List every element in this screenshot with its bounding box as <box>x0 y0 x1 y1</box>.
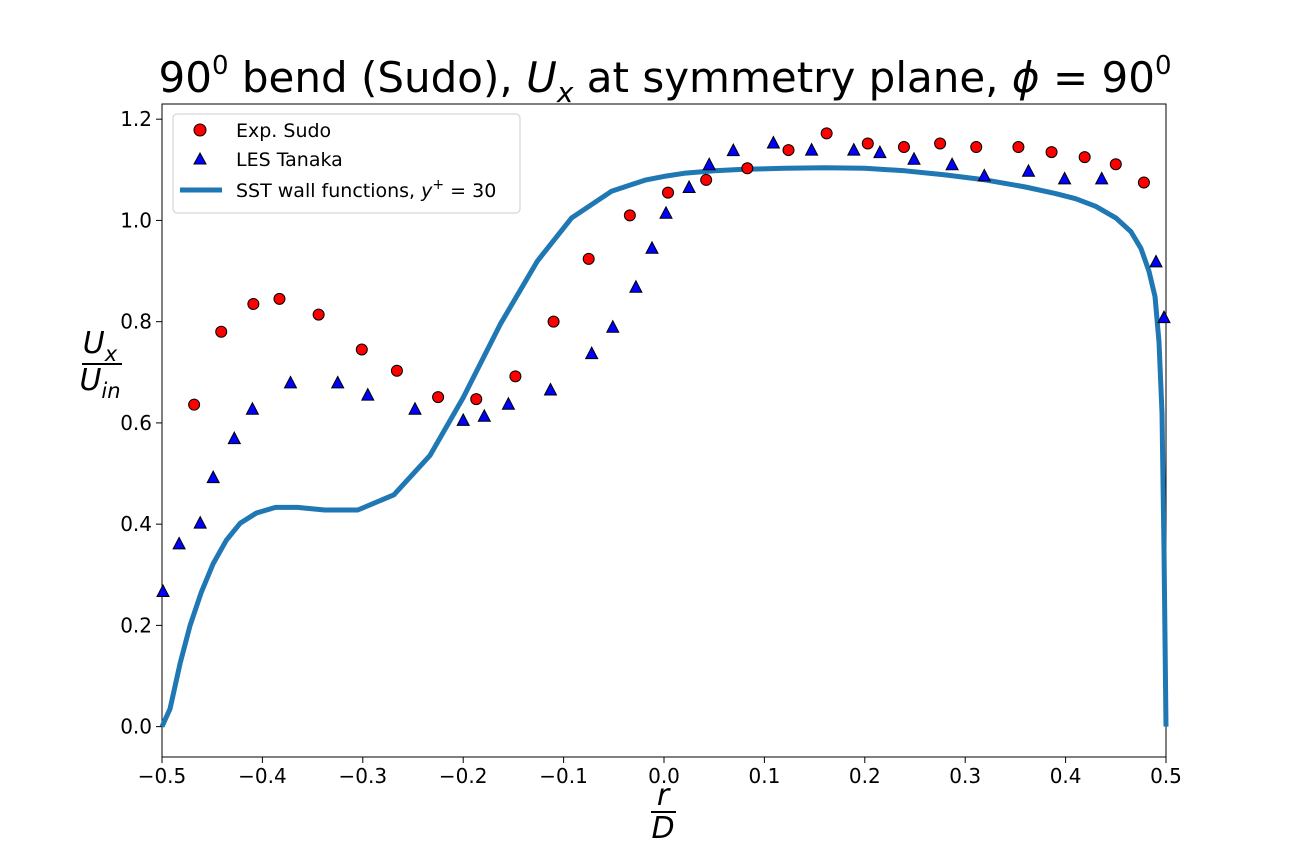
data-point-exp-sudo <box>273 292 286 305</box>
data-point-les-tanaka <box>1149 254 1163 268</box>
data-point-exp-sudo <box>547 315 560 328</box>
data-point-exp-sudo <box>700 173 713 186</box>
data-point-les-tanaka <box>456 412 471 426</box>
data-point-les-tanaka <box>605 319 620 333</box>
data-point-les-tanaka <box>1094 171 1109 185</box>
legend-marker-les-tanaka <box>193 151 207 165</box>
x-tick-label: 0.0 <box>648 764 680 788</box>
x-tick-label: 0.2 <box>849 764 881 788</box>
x-tick-label: 0.3 <box>949 764 981 788</box>
data-point-exp-sudo <box>1078 151 1091 164</box>
data-point-les-tanaka <box>726 143 741 157</box>
data-point-les-tanaka <box>501 396 516 410</box>
data-point-exp-sudo <box>934 137 947 150</box>
x-tick-label: −0.2 <box>439 764 488 788</box>
data-point-les-tanaka <box>543 382 558 396</box>
x-tick-label: 0.5 <box>1150 764 1182 788</box>
legend-marker-exp-sudo <box>193 123 207 137</box>
data-point-exp-sudo <box>623 209 636 222</box>
data-point-les-tanaka <box>804 142 819 156</box>
y-tick-label: 0.8 <box>120 310 152 334</box>
data-point-exp-sudo <box>582 252 595 265</box>
data-point-les-tanaka <box>766 135 781 149</box>
data-point-les-tanaka <box>1057 171 1072 185</box>
legend-label-les-tanaka: LES Tanaka <box>236 149 343 171</box>
data-point-les-tanaka <box>206 470 221 484</box>
axis-ticks: −0.5 −0.4 −0.3 −0.2 −0.1 0.0 0.1 0.2 0.3 0.4 0.5 0.… <box>120 107 1182 788</box>
data-point-exp-sudo <box>1137 176 1150 189</box>
legend-label-sst: SST wall functions, y+ = 30 <box>236 177 496 202</box>
data-point-exp-sudo <box>782 144 795 157</box>
series-layer <box>156 127 1171 728</box>
data-point-les-tanaka <box>873 145 887 159</box>
data-point-les-tanaka <box>977 168 992 182</box>
data-point-exp-sudo <box>470 393 483 406</box>
x-tick-label: −0.5 <box>138 764 187 788</box>
data-point-exp-sudo <box>861 137 874 150</box>
data-point-les-tanaka <box>645 240 659 254</box>
data-point-exp-sudo <box>509 370 522 383</box>
data-point-les-tanaka <box>846 142 861 156</box>
data-point-exp-sudo <box>662 186 675 199</box>
data-point-exp-sudo <box>897 141 910 154</box>
data-point-les-tanaka <box>156 583 170 597</box>
y-tick-label: 0.6 <box>120 411 152 435</box>
y-tick-label: 0.2 <box>120 613 152 637</box>
x-axis-label: r D <box>651 778 676 846</box>
data-point-les-tanaka <box>1157 310 1171 324</box>
data-point-exp-sudo <box>215 325 228 338</box>
data-point-exp-sudo <box>820 127 833 140</box>
y-tick-label: 1.2 <box>120 107 152 131</box>
data-point-les-tanaka <box>330 375 345 389</box>
y-tick-label: 0.0 <box>120 715 152 739</box>
data-point-exp-sudo <box>247 297 260 310</box>
data-point-les-tanaka <box>360 387 375 401</box>
y-tick-label: 1.0 <box>120 208 152 232</box>
data-point-les-tanaka <box>629 279 643 293</box>
data-point-les-tanaka <box>682 179 696 193</box>
x-label-denominator: D <box>651 811 674 846</box>
data-point-exp-sudo <box>432 391 445 404</box>
data-point-les-tanaka <box>283 375 298 389</box>
data-point-exp-sudo <box>970 141 983 154</box>
data-point-les-tanaka <box>477 408 492 422</box>
data-point-exp-sudo <box>741 162 754 175</box>
data-point-les-tanaka <box>245 401 260 415</box>
data-point-les-tanaka <box>945 157 959 171</box>
data-point-exp-sudo <box>312 308 325 321</box>
data-point-exp-sudo <box>390 364 403 377</box>
y-label-numerator: Ux <box>83 326 118 366</box>
data-point-exp-sudo <box>355 343 368 356</box>
legend-label-exp-sudo: Exp. Sudo <box>236 120 331 142</box>
x-tick-label: −0.1 <box>539 764 588 788</box>
data-point-les-tanaka <box>584 346 599 360</box>
legend-frame <box>172 113 521 214</box>
data-point-les-tanaka <box>193 515 208 529</box>
y-label-denominator: Uin <box>79 363 120 403</box>
data-point-les-tanaka <box>659 205 673 219</box>
data-point-exp-sudo <box>1045 146 1058 159</box>
series-line-sst <box>159 165 1169 728</box>
data-point-les-tanaka <box>172 536 186 550</box>
data-point-exp-sudo <box>188 398 201 411</box>
x-tick-label: −0.3 <box>339 764 388 788</box>
chart-title: 900 bend (Sudo), Ux at symmetry plane, ϕ… <box>158 51 1171 109</box>
x-tick-label: 0.1 <box>748 764 780 788</box>
data-point-les-tanaka <box>1021 163 1036 177</box>
x-tick-label: −0.4 <box>238 764 287 788</box>
data-point-les-tanaka <box>907 151 921 165</box>
data-point-les-tanaka <box>227 431 242 445</box>
data-point-exp-sudo <box>1012 141 1025 154</box>
data-point-les-tanaka <box>702 157 717 171</box>
data-point-exp-sudo <box>1109 158 1122 171</box>
x-tick-label: 0.4 <box>1050 764 1082 788</box>
x-label-numerator: r <box>657 778 671 813</box>
y-axis-label: Ux Uin <box>79 326 122 403</box>
y-tick-label: 0.4 <box>120 512 152 536</box>
data-point-les-tanaka <box>408 401 422 415</box>
legend: Exp. Sudo LES Tanaka SST wall functions,… <box>172 113 521 214</box>
